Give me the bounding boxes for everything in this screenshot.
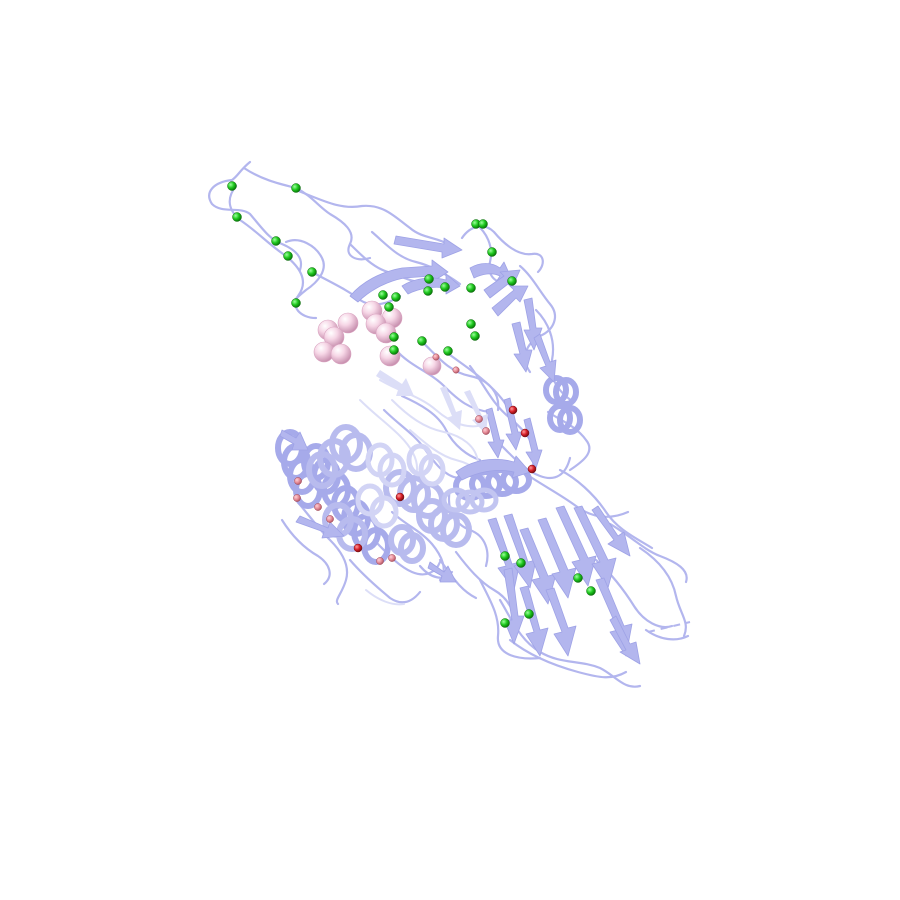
green-atom — [307, 267, 317, 277]
green-atom — [384, 302, 394, 312]
green-atom — [586, 586, 596, 596]
red-atom — [293, 494, 301, 502]
green-atom — [466, 319, 476, 329]
green-atom — [507, 276, 517, 286]
green-atom — [500, 618, 510, 628]
alpha-helix-coils — [275, 375, 583, 565]
green-atom — [378, 290, 388, 300]
green-atom — [443, 346, 453, 356]
red-atom — [376, 557, 384, 565]
green-atom — [389, 345, 399, 355]
green-atom — [391, 292, 401, 302]
green-atom — [271, 236, 281, 246]
green-atom — [573, 573, 583, 583]
green-atom — [478, 219, 488, 229]
green-atom — [516, 558, 526, 568]
red-atom — [326, 515, 334, 523]
red-atom — [452, 366, 460, 374]
green-atom — [524, 609, 534, 619]
green-atom — [283, 251, 293, 261]
green-atom — [424, 274, 434, 284]
red-atom — [520, 428, 530, 438]
red-atom — [314, 503, 322, 511]
red-atom — [527, 464, 537, 474]
red-atom — [475, 415, 483, 423]
green-atom — [227, 181, 237, 191]
red-atom — [353, 543, 363, 553]
red-atom — [508, 405, 518, 415]
green-atom — [423, 286, 433, 296]
green-atom — [470, 331, 480, 341]
red-atom — [482, 427, 490, 435]
red-oxygen-atoms — [293, 353, 537, 565]
green-atom — [291, 183, 301, 193]
green-atom — [500, 551, 510, 561]
green-atom — [291, 298, 301, 308]
red-atom — [395, 492, 405, 502]
red-atom — [294, 477, 302, 485]
red-atom — [432, 353, 440, 361]
green-atom — [487, 247, 497, 257]
green-atom — [466, 283, 476, 293]
green-atom — [440, 282, 450, 292]
green-ion-atoms — [227, 181, 596, 628]
green-atom — [417, 336, 427, 346]
red-atom — [388, 554, 396, 562]
green-atom — [389, 332, 399, 342]
green-atom — [232, 212, 242, 222]
beta-sheet-arrows-faint — [376, 370, 488, 434]
